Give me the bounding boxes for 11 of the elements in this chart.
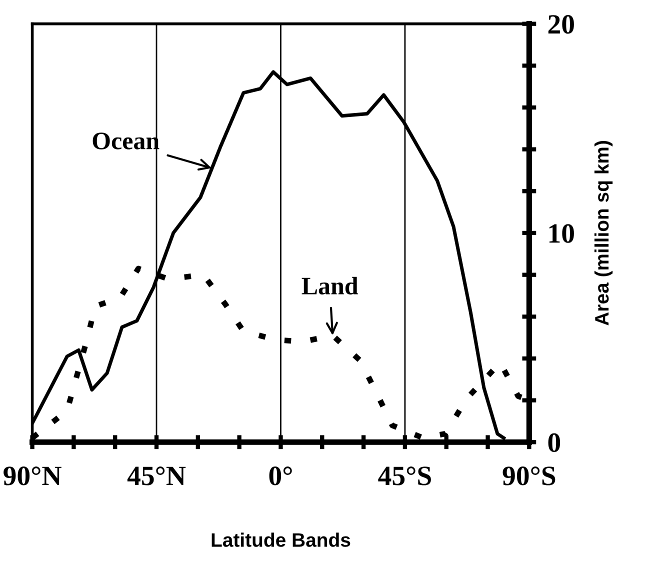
annotation: Land — [302, 276, 358, 295]
y-tick-label: 0 — [548, 433, 560, 452]
x-tick-label: 45°S — [378, 466, 431, 486]
y-axis-title: Area (million sq km) — [594, 141, 613, 326]
y-tick-label: 20 — [548, 14, 574, 34]
x-tick-label: 90°S — [502, 466, 556, 486]
x-tick-label: 45°N — [127, 466, 186, 486]
x-axis-title: Latitude Bands — [212, 532, 350, 547]
y-tick-label: 10 — [549, 224, 574, 243]
x-tick-label: 90°N — [4, 466, 62, 486]
x-tick-label: 0° — [269, 466, 292, 486]
